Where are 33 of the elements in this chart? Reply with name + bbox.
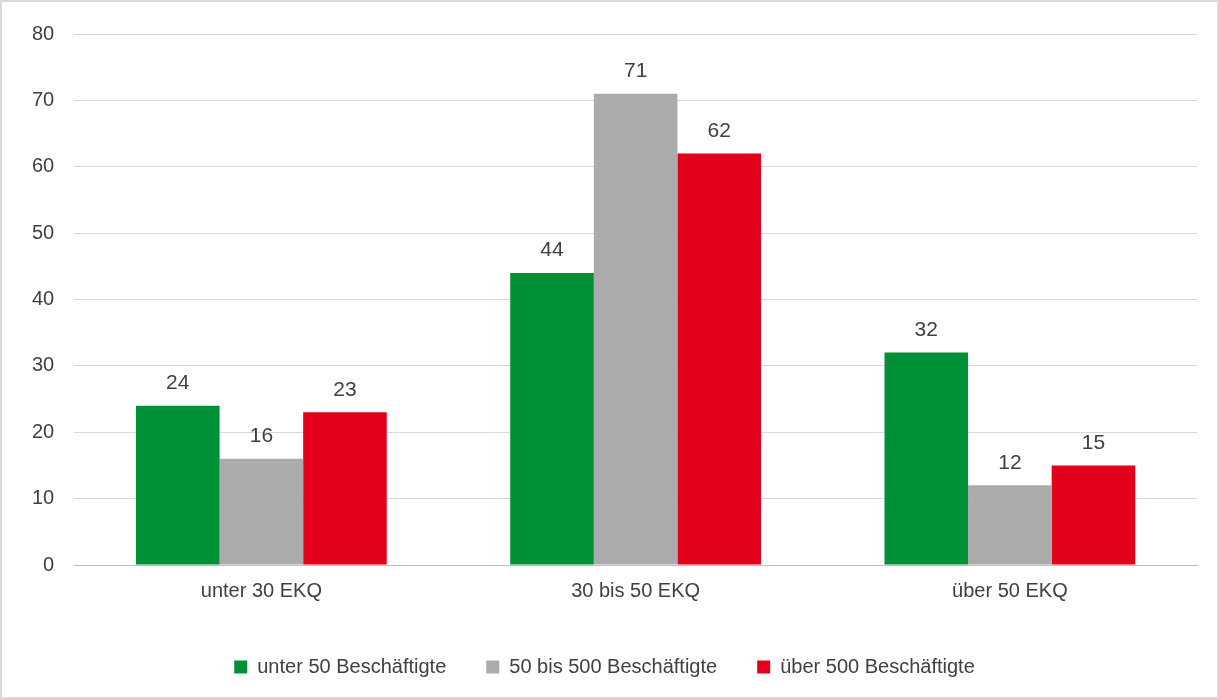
bar bbox=[884, 352, 969, 565]
y-tick-label: 80 bbox=[32, 21, 55, 44]
x-tick-label: über 50 EKQ bbox=[952, 578, 1068, 601]
x-tick-label: 30 bis 50 EKQ bbox=[571, 578, 701, 601]
y-tick-label: 30 bbox=[32, 353, 55, 376]
y-tick-label: 70 bbox=[32, 87, 55, 110]
y-tick-label: 40 bbox=[32, 287, 55, 310]
data-label: 16 bbox=[249, 423, 274, 447]
bar bbox=[303, 412, 387, 565]
bar bbox=[510, 272, 594, 565]
y-tick-label: 60 bbox=[32, 154, 55, 177]
bar bbox=[219, 458, 304, 565]
legend-label: unter 50 Beschäftigte bbox=[257, 654, 447, 677]
data-label: 32 bbox=[914, 316, 938, 340]
data-label: 62 bbox=[707, 117, 731, 141]
bar bbox=[1051, 465, 1136, 565]
bar bbox=[677, 153, 761, 565]
data-label: 15 bbox=[1081, 429, 1106, 453]
bar bbox=[968, 485, 1052, 565]
legend-label: 50 bis 500 Beschäftigte bbox=[509, 654, 718, 677]
y-tick-label: 0 bbox=[43, 552, 55, 575]
x-tick-label: unter 30 EKQ bbox=[200, 578, 322, 601]
bar bbox=[136, 405, 220, 565]
data-label: 71 bbox=[623, 58, 648, 82]
y-tick-label: 50 bbox=[32, 220, 55, 243]
legend-label: über 500 Beschäftigte bbox=[780, 654, 975, 677]
data-label: 23 bbox=[333, 376, 357, 400]
bar bbox=[593, 93, 678, 565]
y-tick-label: 10 bbox=[32, 486, 55, 509]
data-label: 12 bbox=[998, 449, 1022, 473]
data-label: 44 bbox=[540, 237, 565, 261]
y-tick-label: 20 bbox=[32, 419, 55, 442]
data-label: 24 bbox=[166, 370, 190, 393]
